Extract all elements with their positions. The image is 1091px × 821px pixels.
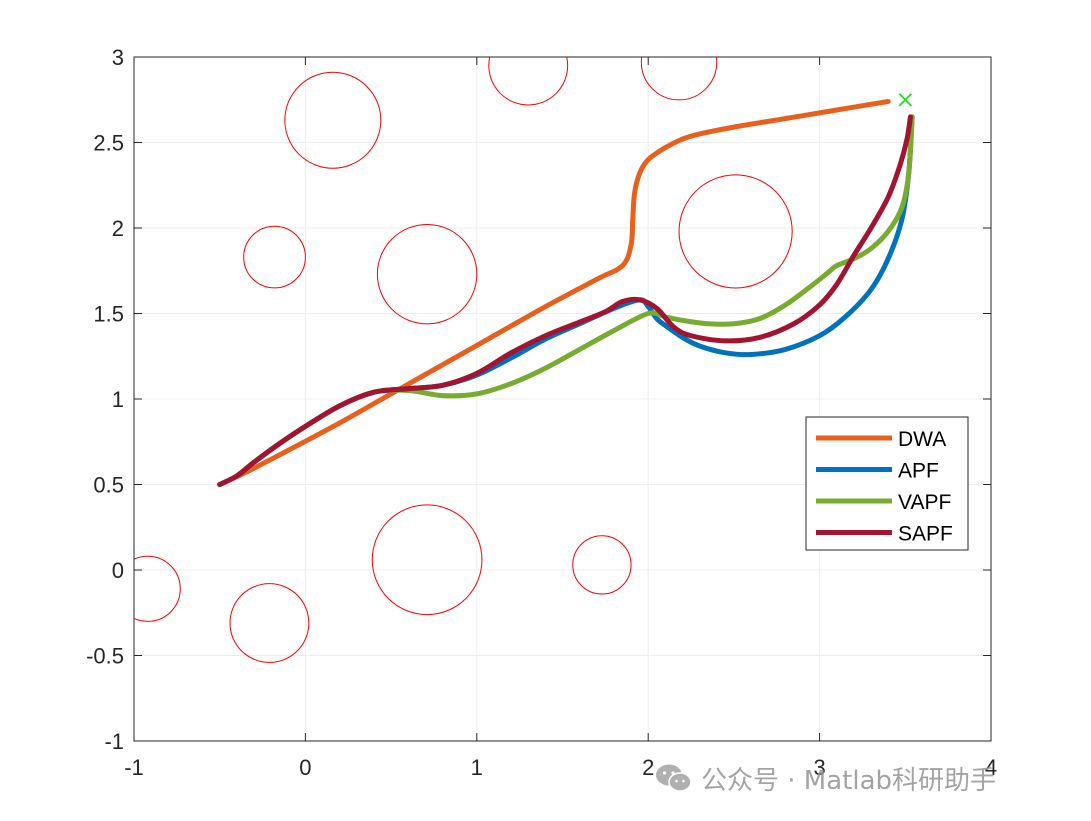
obstacle-circle	[488, 57, 569, 106]
series-line-dwa	[217, 98, 891, 487]
y-tick-label: 3	[112, 45, 124, 70]
x-tick-label: 3	[813, 755, 825, 780]
obstacle-circle	[572, 535, 632, 595]
y-tick-label: 2.5	[93, 131, 124, 156]
x-tick-label: 2	[642, 755, 654, 780]
y-tick-label: 2	[112, 216, 124, 241]
obstacles	[134, 57, 793, 663]
x-tick-label: -1	[124, 755, 144, 780]
legend-label-apf: APF	[898, 460, 939, 483]
obstacle-circle	[376, 223, 478, 325]
obstacle-circle	[640, 57, 718, 101]
watermark-text: 公众号 · Matlab科研助手	[701, 765, 997, 796]
y-tick-label: -1	[104, 729, 124, 754]
y-tick-label: -0.5	[86, 644, 124, 669]
legend: DWA APF VAPF SAPF	[805, 416, 969, 551]
x-tick-labels: -1 0 1 2 3 4	[124, 755, 997, 780]
goal-marker	[898, 93, 912, 107]
goal-x-stroke	[898, 93, 912, 107]
wechat-icon	[655, 763, 693, 793]
x-tick-label: 0	[299, 755, 311, 780]
watermark: 公众号 · Matlab科研助手	[655, 758, 996, 798]
obstacle-circle	[371, 504, 483, 616]
series-line-sapf	[217, 114, 913, 487]
obstacle-circle	[243, 225, 306, 289]
obstacle-circle	[134, 555, 181, 622]
y-tick-label: 0.5	[93, 473, 124, 498]
obstacle-circle	[284, 71, 382, 169]
series-lines	[217, 98, 915, 487]
obstacle-circle	[678, 174, 793, 289]
obstacle-circle	[229, 583, 310, 663]
legend-label-dwa: DWA	[898, 428, 946, 451]
y-tick-label: 1	[112, 387, 124, 412]
y-tick-label: 0	[112, 558, 124, 583]
legend-label-sapf: SAPF	[898, 523, 953, 546]
y-tick-labels: -1 -0.5 0 0.5 1 1.5 2 2.5 3	[86, 45, 124, 754]
x-tick-label: 4	[985, 755, 997, 780]
x-tick-label: 1	[471, 755, 483, 780]
y-tick-label: 1.5	[93, 302, 124, 327]
tick-marks	[133, 56, 992, 742]
legend-label-vapf: VAPF	[898, 491, 951, 514]
